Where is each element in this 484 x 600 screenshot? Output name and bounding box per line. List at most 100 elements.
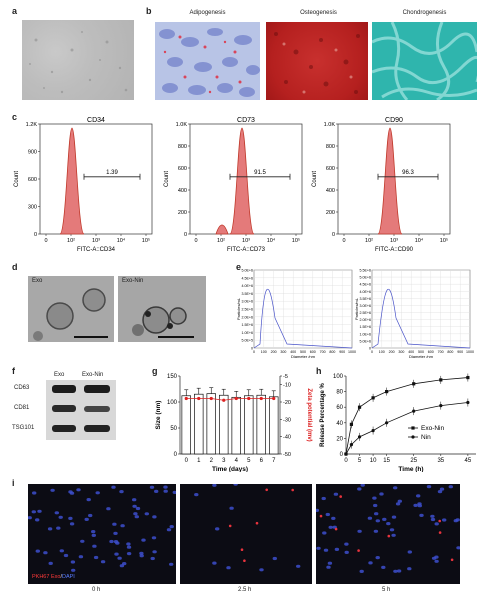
band-cd63-exo-nin (84, 385, 110, 393)
flow-ytick-label: 800 (326, 144, 335, 150)
nta-ytick-label: 4.0E+6 (242, 284, 254, 288)
dapi-nucleus (215, 527, 220, 531)
g-bar (256, 394, 266, 455)
flow-xtick-label: 10² (217, 238, 225, 244)
g-bar (206, 393, 216, 455)
dapi-nucleus (448, 485, 453, 489)
dapi-nucleus (326, 565, 331, 569)
band-tsg101-exo (52, 425, 76, 432)
dapi-nucleus (68, 516, 73, 520)
nta-xtick-label: 300 (398, 350, 404, 354)
dapi-nucleus (133, 512, 138, 516)
dapi-nucleus (327, 561, 333, 565)
dapi-nucleus (150, 556, 155, 561)
h-xtick-label: 10 (370, 458, 377, 464)
g-zeta-point (184, 396, 188, 401)
dapi-nucleus (152, 515, 157, 519)
dapi-nucleus (119, 490, 124, 494)
dapi-nucleus (71, 568, 76, 572)
h-xtick-label: 5 (358, 458, 362, 464)
blot-row-tsg101: TSG101 (12, 425, 35, 431)
h-point-circle (439, 404, 443, 408)
h-xtick-label: 35 (437, 458, 444, 464)
dapi-nucleus (114, 552, 119, 556)
dapi-nucleus (430, 517, 436, 522)
g-zeta-point (259, 396, 263, 401)
dapi-nucleus (344, 550, 349, 554)
h-point-square (412, 382, 416, 386)
flow-histogram (229, 127, 255, 235)
flow-xlabel: FITC-A::CD90 (375, 247, 414, 253)
h-point-circle (371, 429, 375, 433)
dapi-nucleus (152, 550, 157, 554)
dapi-nucleus (442, 518, 447, 522)
exo-nin-vesicles (132, 306, 187, 336)
western-blot (46, 380, 116, 440)
nta-ytick-label: 1.0E+6 (242, 331, 254, 335)
nta-ytick-label: 5.5E+6 (360, 269, 372, 273)
nta-ytick-label: 1.5E+6 (242, 323, 254, 327)
dapi-nucleus (395, 502, 401, 506)
h-ytick-label: 40 (336, 421, 343, 427)
h-point-square (439, 378, 443, 382)
dapi-nucleus (316, 508, 320, 512)
panel-label-c: c (12, 112, 18, 122)
pkh67-signal (334, 527, 338, 531)
band-cd63-exo (52, 385, 76, 393)
h-ytick-label: 20 (336, 436, 343, 442)
fluorescence-image-5h (316, 484, 460, 584)
adipogenesis-image (155, 22, 260, 100)
flow-ytick-label: 900 (28, 150, 37, 156)
h-point-circle (412, 409, 416, 413)
g-bar (269, 396, 279, 455)
h-legend-marker (411, 435, 415, 439)
dapi-nucleus (344, 542, 349, 546)
panel-label-g: g (152, 366, 158, 376)
nta-ylabel: Particles/mL (354, 297, 359, 320)
h-point-square (466, 375, 470, 380)
dapi-nucleus (56, 526, 61, 530)
dapi-nucleus (359, 569, 364, 573)
time-2-5h: 2.5 h (238, 587, 252, 593)
chondrogenesis-title: Chondrogenesis (402, 10, 447, 16)
h-point-square (357, 405, 362, 409)
dapi-nucleus (426, 485, 432, 489)
tem-image-exo-nin: Exo-Nin (118, 276, 206, 342)
dapi-nucleus (88, 513, 93, 518)
dapi-nucleus (434, 522, 439, 526)
nta-xtick-label: 100 (379, 350, 385, 354)
blot-col-exo-nin: Exo-Nin (82, 372, 104, 378)
dapi-nucleus (109, 539, 114, 544)
dapi-nucleus (154, 489, 159, 493)
nta-ytick-label: 5.0E+6 (360, 339, 372, 343)
g-xtick-label: 2 (210, 458, 214, 464)
g-zeta-point (222, 398, 226, 402)
flow-xtick-label: 10⁴ (267, 237, 276, 244)
nta-xtick-label: 900 (339, 350, 345, 354)
dapi-nucleus (226, 566, 231, 570)
dapi-nucleus (31, 510, 36, 514)
pkh67-signal (387, 534, 391, 538)
dapi-nucleus (151, 536, 157, 540)
osteo-texture (274, 32, 360, 94)
h-xtick-label: 45 (465, 458, 472, 464)
blot-row-cd81: CD81 (14, 405, 30, 411)
flow-title: CD73 (237, 117, 255, 124)
dapi-nucleus (163, 489, 168, 493)
dapi-nucleus (50, 488, 55, 492)
g-ytick-label: 0 (174, 452, 178, 458)
dapi-nucleus (373, 529, 379, 533)
flow-title: CD34 (87, 117, 105, 124)
flow-xtick-label: 0 (44, 238, 47, 244)
g-zeta-point (197, 396, 201, 401)
g-xtick-label: 0 (185, 458, 189, 464)
flow-xtick-label: 10⁵ (142, 237, 150, 244)
dapi-nucleus (212, 484, 217, 487)
flow-ytick-label: 400 (326, 188, 335, 194)
dapi-nucleus (43, 551, 48, 555)
dapi-nucleus (431, 556, 437, 560)
nta-panel: 0 5.0E+5 1.0E+6 1.5E+6 2.0E+6 2.5E+6 3.0E+6 3.5… (236, 269, 474, 359)
flow-ytick-label: 300 (28, 205, 37, 211)
dapi-nucleus (58, 515, 63, 519)
dapi-nucleus (163, 485, 168, 489)
